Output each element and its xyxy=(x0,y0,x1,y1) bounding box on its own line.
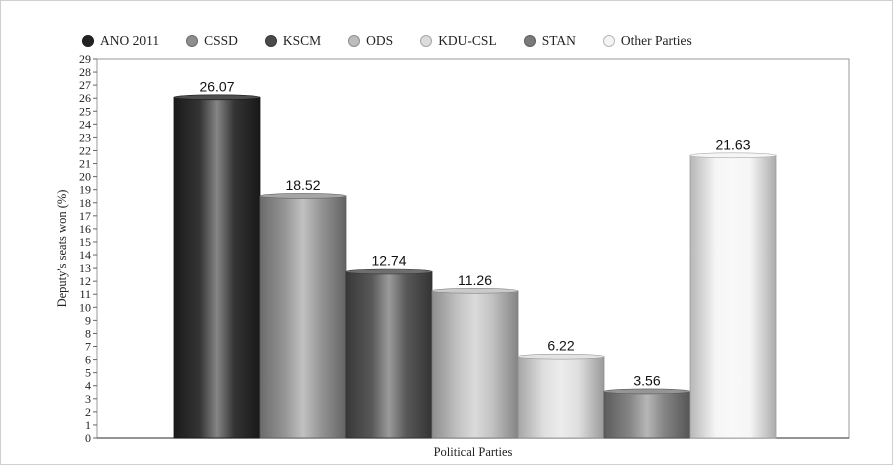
legend-swatch xyxy=(348,35,361,47)
y-tick-label: 12 xyxy=(79,274,91,288)
y-tick-label: 22 xyxy=(79,143,91,157)
y-tick-label: 25 xyxy=(79,104,91,118)
bar-ods xyxy=(431,290,519,439)
y-tick-label: 15 xyxy=(79,235,91,249)
bar-cap xyxy=(431,288,519,294)
y-axis-title: Deputy's seats won (%) xyxy=(55,190,69,308)
legend-label: STAN xyxy=(541,33,576,48)
legend-label: KDU-CSL xyxy=(438,33,497,48)
data-label: 12.74 xyxy=(371,253,406,269)
y-tick-label: 3 xyxy=(85,392,91,406)
bar-cap xyxy=(345,268,433,275)
y-tick-label: 2 xyxy=(85,405,91,419)
y-tick-label: 28 xyxy=(79,65,91,79)
y-tick-label: 8 xyxy=(85,326,91,340)
y-tick-label: 18 xyxy=(79,196,91,210)
y-tick-label: 19 xyxy=(79,183,91,197)
y-tick-label: 1 xyxy=(85,418,91,432)
legend-label: KSCM xyxy=(282,33,322,48)
y-tick-label: 10 xyxy=(79,300,91,314)
legend-swatch xyxy=(82,35,94,47)
legend-swatch xyxy=(523,35,536,47)
chart-legend: ANO 2011 CSSD KSCM ODS KDU-CSL STAN Other Part… xyxy=(82,32,719,50)
legend-label: Other Parties xyxy=(620,33,692,48)
y-tick-label: 6 xyxy=(85,353,91,367)
legend-item: KSCM xyxy=(264,33,322,49)
y-tick-label: 7 xyxy=(85,340,91,354)
y-tick-label: 23 xyxy=(79,130,91,144)
y-tick-label: 20 xyxy=(79,170,91,184)
bar-other-parties xyxy=(689,154,777,439)
data-label: 18.52 xyxy=(285,177,320,193)
bar-cap xyxy=(689,152,777,159)
bar-cssd xyxy=(259,195,347,439)
y-tick-label: 27 xyxy=(79,78,91,92)
y-tick-label: 0 xyxy=(85,431,91,445)
legend-label: CSSD xyxy=(204,33,238,48)
bar-cap xyxy=(517,353,605,360)
bar-ano-2011 xyxy=(173,96,261,439)
bar-cap xyxy=(259,193,347,199)
y-tick-label: 17 xyxy=(79,209,91,223)
x-axis-title: Political Parties xyxy=(434,445,513,459)
y-tick-label: 16 xyxy=(79,222,91,236)
legend-item: ODS xyxy=(348,33,393,49)
y-tick-label: 29 xyxy=(79,52,91,66)
y-tick-label: 11 xyxy=(79,287,91,301)
bar-stan xyxy=(603,391,691,439)
data-label: 6.22 xyxy=(547,338,574,354)
bar-cap xyxy=(173,94,261,101)
legend-label: ANO 2011 xyxy=(100,33,160,48)
legend-swatch xyxy=(186,35,199,47)
y-tick-label: 9 xyxy=(85,313,91,327)
y-tick-label: 21 xyxy=(79,157,91,171)
legend-item: Other Parties xyxy=(602,33,692,49)
legend-swatch xyxy=(602,35,615,47)
legend-swatch xyxy=(264,35,277,47)
data-label: 26.07 xyxy=(199,78,234,94)
y-tick-label: 4 xyxy=(85,379,91,393)
bar-kdu-csl xyxy=(517,356,605,439)
legend-item: KDU-CSL xyxy=(420,33,497,49)
y-tick-label: 13 xyxy=(79,261,91,275)
legend-swatch xyxy=(420,35,433,47)
data-label: 21.63 xyxy=(715,136,750,152)
legend-item: ANO 2011 xyxy=(82,33,159,49)
legend-label: ODS xyxy=(366,33,394,48)
data-label: 11.26 xyxy=(458,272,492,288)
legend-item: STAN xyxy=(523,33,576,49)
y-tick-label: 24 xyxy=(79,117,91,131)
bar-kscm xyxy=(345,271,433,439)
bar-cap xyxy=(603,388,691,395)
y-tick-label: 14 xyxy=(79,248,91,262)
legend-item: CSSD xyxy=(186,33,238,49)
y-tick-label: 5 xyxy=(85,366,91,380)
y-tick-label: 26 xyxy=(79,91,91,105)
data-label: 3.56 xyxy=(633,372,660,388)
